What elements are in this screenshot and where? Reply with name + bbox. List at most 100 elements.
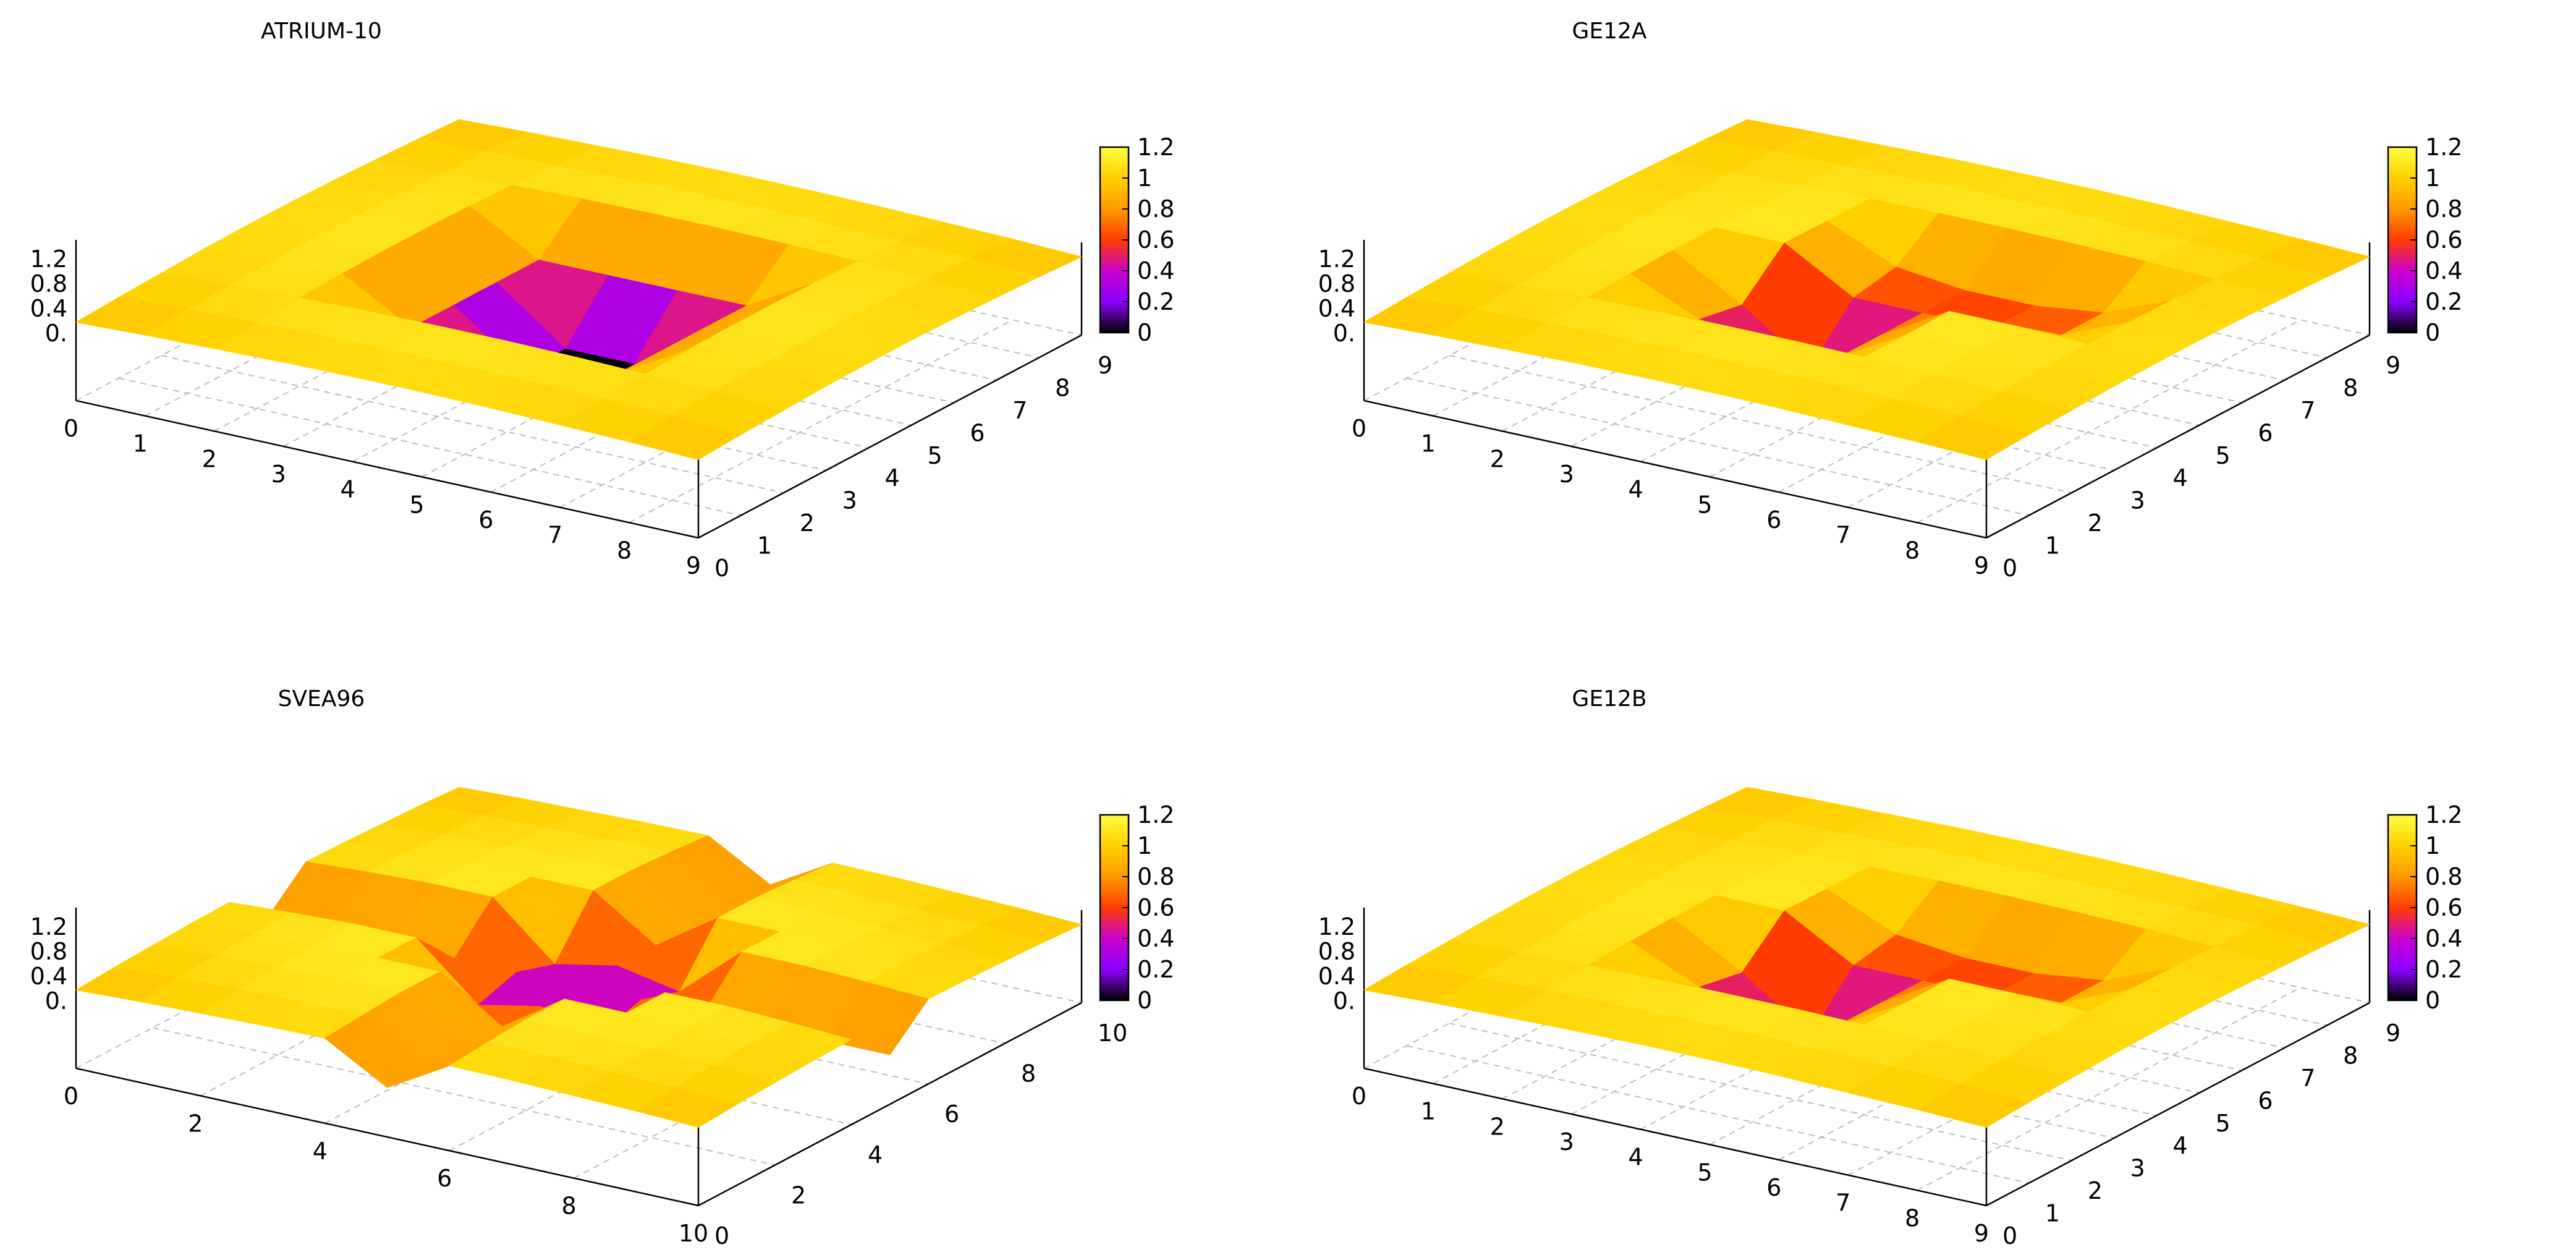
x-tick-label: 5: [1697, 491, 1712, 518]
x-tick-label: 7: [548, 522, 562, 549]
x-tick-label: 0: [64, 1083, 78, 1110]
y-tick-label: 10: [1098, 1019, 1127, 1047]
y-tick-label: 5: [2215, 1110, 2230, 1137]
colorbar-tick-label: 0: [1137, 987, 1152, 1014]
z-tick-label: 0.4: [1318, 295, 1355, 322]
y-tick-label: 2: [2088, 1177, 2103, 1204]
x-tick-label: 0: [1352, 415, 1366, 442]
x-tick-label: 10: [679, 1220, 708, 1247]
colorbar-tick-label: 0: [2425, 987, 2440, 1014]
x-tick-label: 1: [1421, 430, 1436, 458]
colorbar-tick-label: 0.8: [1137, 863, 1174, 890]
axes: [1363, 240, 2371, 539]
y-tick-label: 7: [2300, 397, 2315, 424]
y-tick-label: 0: [2002, 1222, 2017, 1249]
colorbar-tick-label: 1.2: [1137, 134, 1174, 161]
x-tick-label: 2: [188, 1110, 203, 1137]
x-tick-label: 3: [1559, 1128, 1574, 1156]
surface-cell: [1917, 415, 2030, 460]
colorbar-tick-label: 0.4: [2425, 925, 2462, 952]
x-tick-label: 4: [1628, 1144, 1643, 1171]
colorbar-tick-label: 0.8: [1137, 195, 1174, 223]
colorbar-tick-label: 1.2: [2425, 801, 2462, 828]
y-tick-label: 8: [1021, 1060, 1036, 1088]
y-tick-label: 7: [2300, 1065, 2315, 1092]
x-tick-label: 6: [478, 506, 493, 534]
colorbar-tick-label: 1: [2425, 832, 2440, 859]
y-tick-label: 1: [757, 532, 772, 560]
z-tick-label: 0.8: [1318, 938, 1355, 965]
colorbar-tick-label: 0.2: [2425, 956, 2462, 983]
x-tick-label: 5: [409, 491, 424, 518]
z-tick-label: 0.8: [30, 270, 67, 297]
colorbar-tick-label: 0: [2425, 319, 2440, 346]
colorbar-tick-label: 1.2: [1137, 801, 1174, 828]
z-tick-label: 0.4: [1318, 963, 1355, 990]
surface: [75, 786, 1082, 1128]
y-tick-label: 9: [2386, 352, 2400, 379]
y-axis-line: [1986, 334, 2370, 539]
x-tick-label: 4: [1628, 476, 1643, 503]
y-tick-label: 2: [791, 1181, 806, 1209]
z-tick-label: 0.: [1333, 320, 1355, 347]
y-tick-label: 0: [2002, 555, 2017, 582]
x-tick-label: 2: [202, 445, 217, 472]
colorbar-tick-label: 0.6: [2425, 894, 2462, 921]
z-tick-label: 0.4: [30, 295, 67, 322]
x-axis-line: [1363, 1067, 1987, 1207]
colorbar: 0 0.2 0.4 0.6 0.8 1 1.2: [1099, 134, 1174, 346]
z-tick-label: 0.4: [30, 963, 67, 990]
x-tick-label: 9: [1974, 552, 1989, 579]
x-tick-label: 8: [1905, 537, 1920, 564]
grid-line: [1406, 1045, 2030, 1184]
colorbar-tick-label: 0.6: [2425, 226, 2462, 253]
grid-line: [1406, 377, 2030, 516]
y-tick-label: 9: [2386, 1019, 2400, 1047]
y-tick-label: 0: [714, 1222, 729, 1249]
x-tick-label: 0: [64, 415, 78, 442]
x-tick-label: 9: [1974, 1220, 1989, 1247]
z-tick-label: 1.2: [1318, 245, 1355, 273]
x-tick-label: 9: [686, 552, 701, 579]
z-tick-label: 0.: [45, 320, 67, 347]
y-tick-label: 9: [1098, 352, 1112, 379]
colorbar-tick-label: 1: [2425, 164, 2440, 192]
y-tick-label: 2: [2088, 509, 2103, 537]
colorbar: 0 0.2 0.4 0.6 0.8 1 1.2: [2387, 134, 2462, 346]
surface-cell: [629, 415, 742, 460]
colorbar-tick-label: 0.4: [1137, 925, 1174, 952]
x-axis-line: [75, 1067, 699, 1207]
y-tick-label: 3: [2130, 1155, 2145, 1182]
chart-title: SVEA96: [278, 686, 365, 712]
x-tick-label: 7: [1836, 1190, 1850, 1217]
y-tick-label: 3: [842, 487, 857, 514]
z-tick-label: 1.2: [1318, 913, 1355, 940]
x-axis-line: [75, 399, 699, 539]
y-tick-label: 2: [800, 509, 815, 537]
chart-title: GE12A: [1572, 19, 1646, 44]
colorbar-tick-label: 0.2: [1137, 956, 1174, 983]
y-tick-label: 4: [2173, 464, 2188, 492]
axes: [75, 908, 1083, 1207]
y-tick-label: 7: [1012, 397, 1027, 424]
x-tick-label: 6: [1766, 506, 1781, 534]
colorbar-tick-label: 0.2: [2425, 288, 2462, 315]
grid-line: [1449, 1023, 2072, 1162]
surface: [1363, 786, 2370, 1128]
x-tick-label: 6: [1766, 1174, 1781, 1201]
surface-cell: [1917, 1083, 2030, 1128]
colorbar-tick-label: 0.8: [2425, 863, 2462, 890]
x-tick-label: 3: [1559, 461, 1574, 488]
grid-line: [629, 319, 1013, 524]
x-tick-label: 1: [1421, 1098, 1436, 1125]
y-tick-label: 4: [2173, 1132, 2188, 1159]
surface: [1363, 119, 2370, 460]
y-tick-label: 5: [927, 442, 942, 469]
y-tick-label: 6: [970, 419, 985, 446]
z-tick-label: 1.2: [30, 245, 67, 273]
grid-line: [1917, 319, 2301, 524]
x-tick-label: 2: [1490, 1113, 1505, 1140]
y-tick-label: 1: [2045, 532, 2060, 560]
